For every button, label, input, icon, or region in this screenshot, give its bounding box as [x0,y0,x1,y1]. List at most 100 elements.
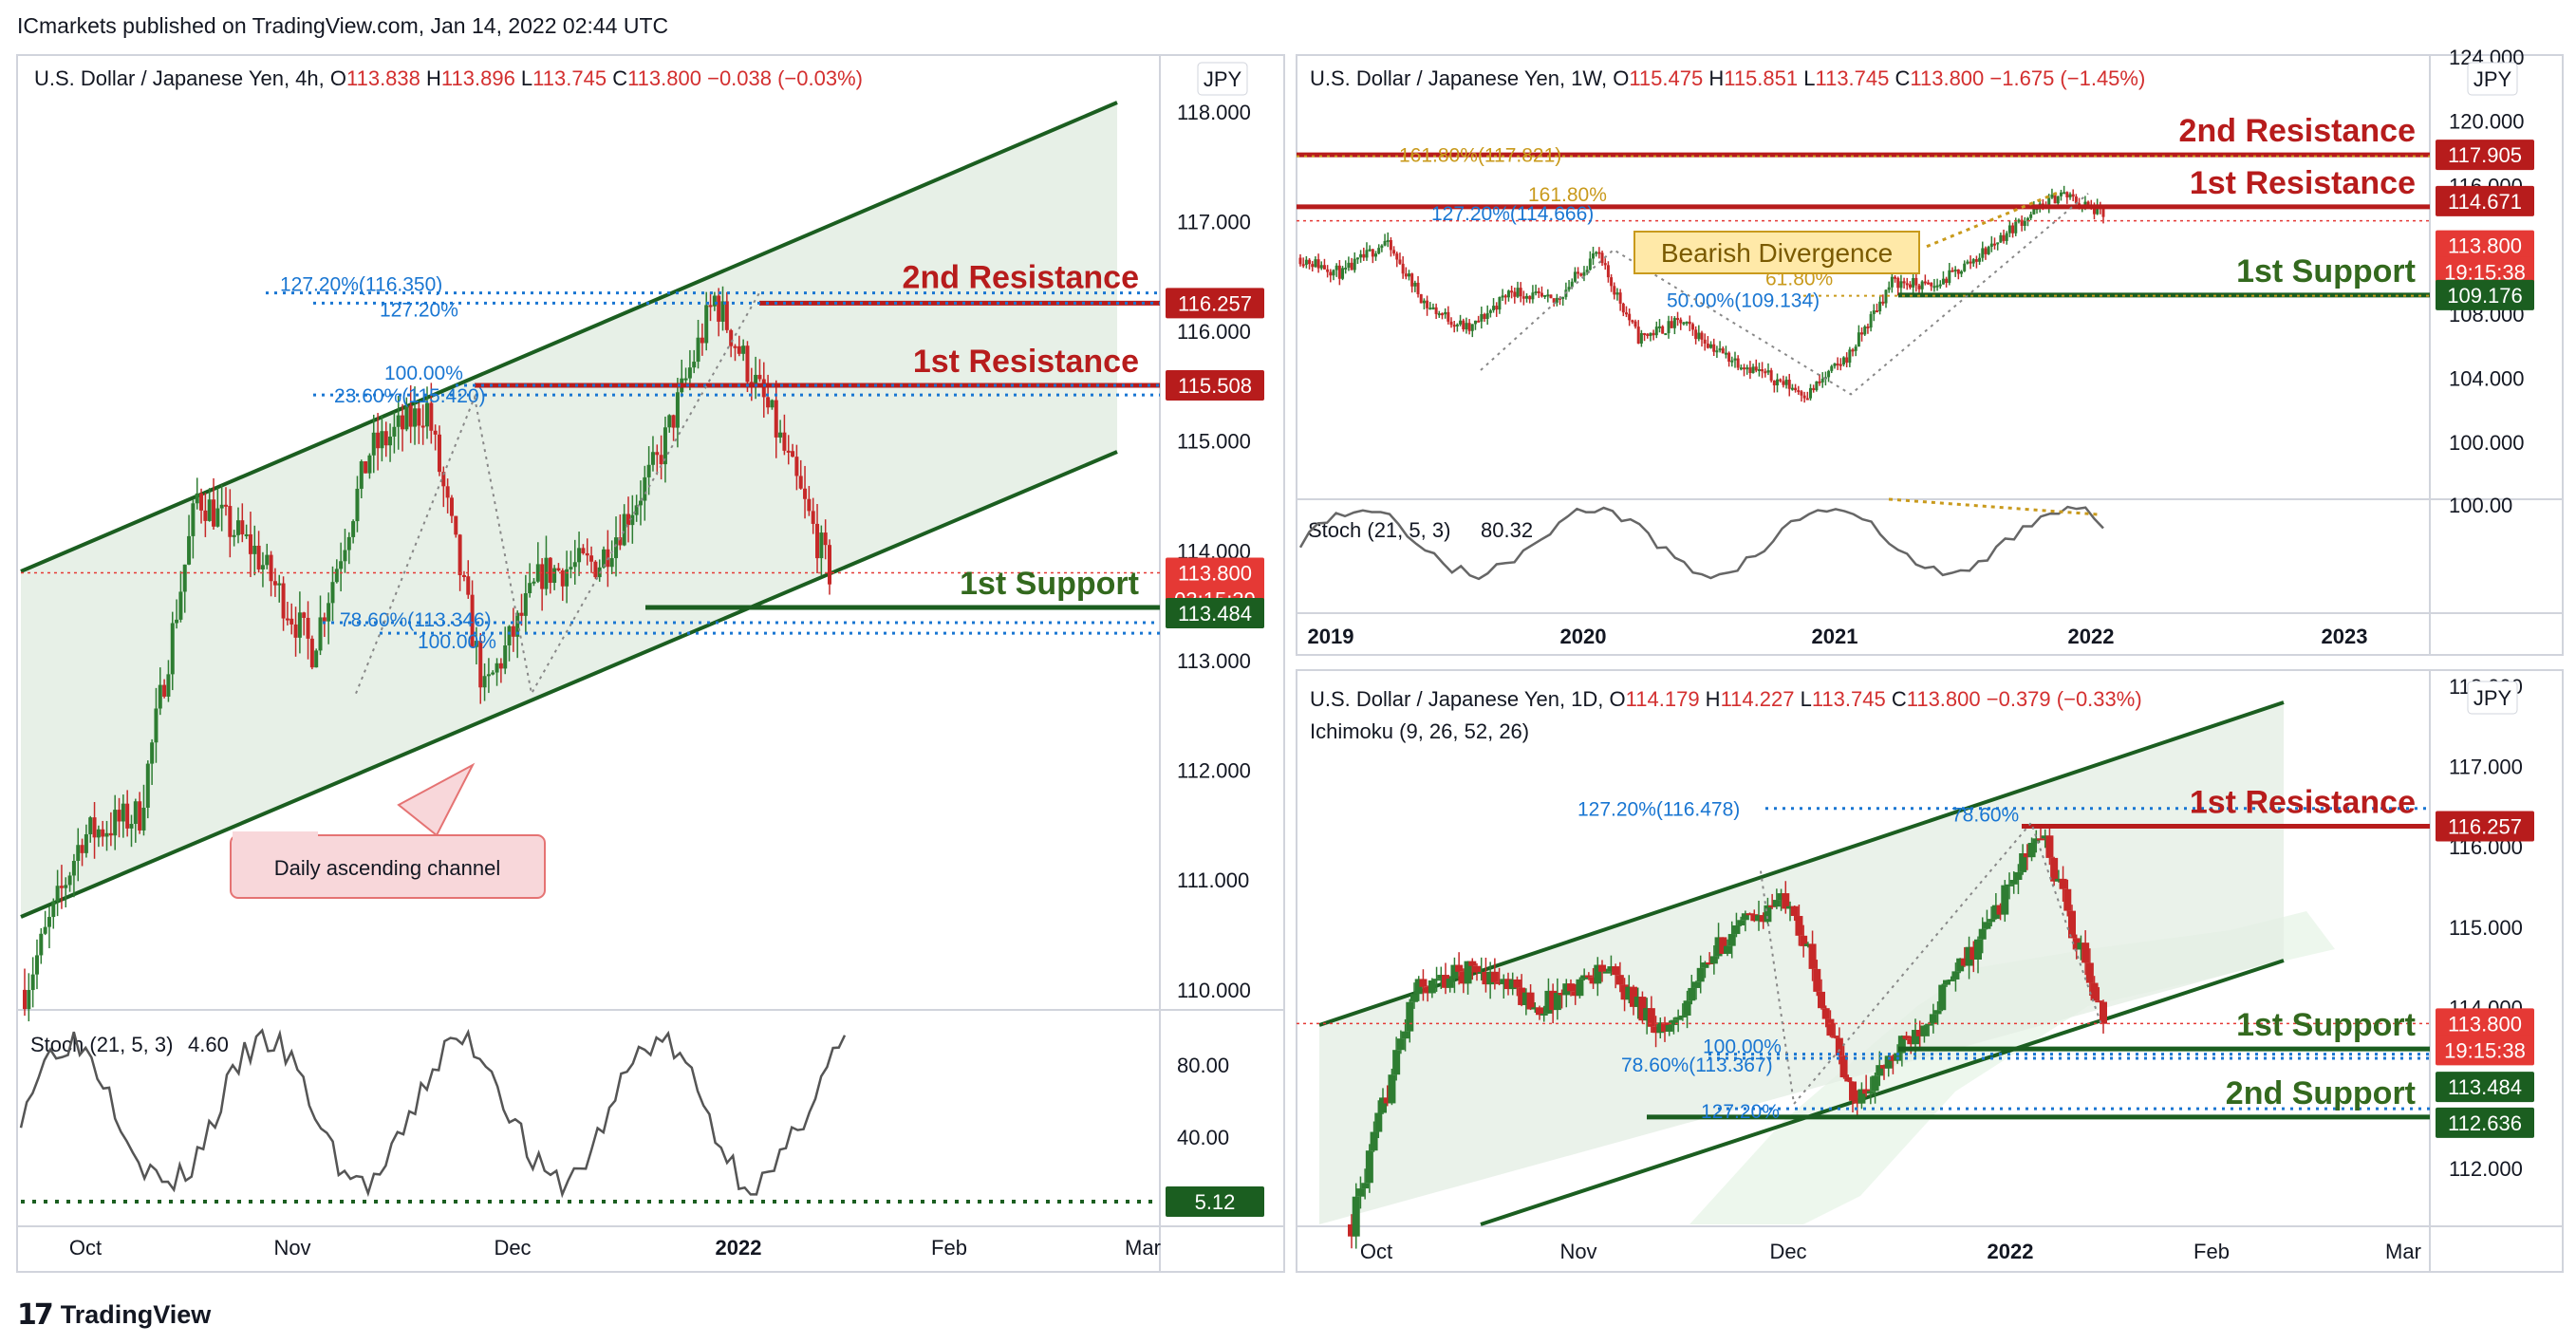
candle-body [1465,323,1468,330]
candle-body [1332,270,1335,276]
y-tick-label: 113.000 [1177,649,1251,673]
candle-body [1733,358,1737,361]
candle-body [1437,313,1441,316]
price-label: 113.800 [2448,234,2522,258]
candle-body [2014,221,2018,233]
candle-body [1654,327,1658,336]
candle-body [1508,979,1517,990]
candle-body [1755,915,1763,922]
candle-body [1905,283,1909,286]
chart-title: U.S. Dollar / Japanese Yen, 4h, O113.838… [34,66,863,90]
candle-body [1540,292,1543,297]
candle-body [1700,332,1704,340]
candle-body [1588,258,1592,271]
candle-body [1808,943,1817,969]
candle-body [1628,313,1632,321]
candle-body [306,617,310,639]
candle-body [2037,838,2044,841]
fib-label: 161.80%(117.821) [1399,145,1561,167]
x-tick-label: Mar [1125,1236,1161,1260]
candle-body [638,500,643,506]
candle-body [569,567,573,569]
candle-body [1580,975,1589,980]
candle-body [1428,308,1432,310]
y-tick-label: 104.000 [2449,366,2525,390]
candle-body [704,305,709,344]
candle-body [1732,924,1741,935]
candle-body [359,461,364,489]
candle-body [491,672,495,675]
candle-body [1540,1013,1548,1016]
candle-body [417,408,421,426]
y-tick-label: 117.000 [2449,756,2523,779]
y-tick-label: 116.000 [1177,320,1251,344]
candle-body [1836,363,1839,365]
fib-label: 100.00% [1703,1036,1782,1057]
candle-body [1615,292,1619,295]
candle-body [1326,269,1330,272]
candle-body [1692,981,1700,988]
candle-body [1516,288,1520,297]
candle-body [2074,196,2078,204]
candle-body [486,674,491,677]
price-label-bg [2436,1107,2534,1138]
candle-body [1989,243,1993,248]
candle-body [343,550,347,562]
candle-body [1768,905,1777,907]
candle-body [1625,986,1633,1000]
symbol-name: U.S. Dollar / Japanese Yen, 1D, [1310,687,1610,711]
ohlc-value-h: 115.851 [1724,66,1803,90]
candle-body [1697,332,1701,340]
candle-body [1311,264,1315,268]
candle-body [1851,349,1855,352]
candle-body [1679,319,1683,324]
candle-body [1374,253,1378,257]
candle-body [1498,296,1502,310]
candle-body [1853,1100,1861,1104]
candle-body [1694,329,1698,340]
currency-label: JPY [2473,686,2512,710]
candle-body [2085,962,2094,983]
candle-body [2009,880,2018,885]
candle-body [1839,1055,1848,1078]
candle-body [1600,252,1604,264]
candle-body [503,644,508,669]
candle-body [88,817,93,834]
ohlc-value-l: 113.745 [532,66,612,90]
candle-body [815,523,820,559]
candle-body [1526,992,1535,1010]
candle-body [1630,986,1637,1007]
candle-body [203,510,208,521]
fib-label: 127.20%(116.478) [1577,799,1740,821]
candle-body [1401,263,1405,274]
candle-body [1534,290,1538,293]
candle-body [1709,344,1713,348]
candle-body [572,562,577,568]
candle-body [1871,1075,1879,1092]
candle-body [1410,994,1418,1002]
candle-body [1531,1007,1540,1010]
candle-body [593,561,598,578]
candle-body [195,493,199,504]
candle-body [51,901,56,918]
candle-body [2007,225,2011,233]
candle-body [1718,348,1722,351]
candle-body [609,558,614,568]
candle-body [1374,1112,1383,1132]
candle-body [1392,1050,1401,1075]
candle-body [786,450,791,453]
label-2nd-resistance: 2nd Resistance [903,259,1139,295]
candle-body [1414,979,1423,995]
candle-body [1757,368,1761,371]
candle-body [659,455,663,465]
candle-body [717,295,721,322]
candle-body [396,415,401,427]
candle-body [1683,1000,1691,1016]
candle-body [1745,913,1754,916]
candle-body [1917,285,1921,289]
candle-body [1652,332,1655,336]
candle-body [1470,324,1474,331]
candle-body [27,990,31,1010]
candle-body [1857,332,1860,347]
candle-body [34,955,39,975]
